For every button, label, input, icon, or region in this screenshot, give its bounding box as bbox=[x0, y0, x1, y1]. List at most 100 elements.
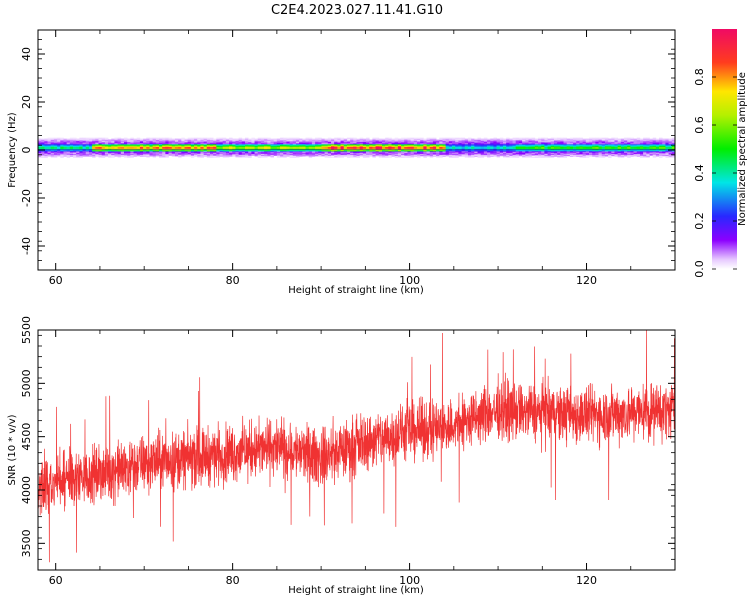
heatmap-cell bbox=[213, 144, 217, 147]
heatmap-cell bbox=[47, 143, 52, 145]
heatmap-cell bbox=[92, 144, 96, 147]
heatmap-cell bbox=[146, 140, 150, 142]
heatmap-cell bbox=[394, 140, 399, 142]
heatmap-cell bbox=[88, 155, 93, 157]
heatmap-cell bbox=[66, 140, 71, 142]
heatmap-cell bbox=[257, 139, 262, 141]
heatmap-cell bbox=[659, 138, 663, 140]
heatmap-cell bbox=[104, 150, 109, 152]
heatmap-cell bbox=[76, 143, 80, 145]
heatmap-cell bbox=[155, 153, 160, 156]
heatmap-cell bbox=[130, 155, 134, 157]
heatmap-cell bbox=[130, 145, 134, 147]
heatmap-cell bbox=[538, 152, 542, 154]
heatmap-cell bbox=[66, 153, 71, 156]
heatmap-cell bbox=[101, 153, 106, 156]
heatmap-cell bbox=[372, 140, 376, 142]
heatmap-cell bbox=[238, 148, 243, 150]
heatmap-cell bbox=[547, 139, 552, 141]
heatmap-cell bbox=[458, 145, 462, 147]
heatmap-cell bbox=[506, 147, 510, 149]
heatmap-cell bbox=[483, 141, 488, 143]
heatmap-cell bbox=[152, 150, 157, 152]
heatmap-cell bbox=[515, 152, 520, 154]
heatmap-cell bbox=[194, 143, 198, 145]
heatmap-cell bbox=[458, 144, 462, 146]
heatmap-cell bbox=[47, 145, 52, 147]
heatmap-cell bbox=[123, 147, 128, 149]
heatmap-cell bbox=[209, 149, 214, 151]
heatmap-cell bbox=[331, 151, 335, 153]
heatmap-cell bbox=[544, 155, 548, 157]
heatmap-cell bbox=[38, 155, 42, 157]
heatmap-cell bbox=[311, 144, 316, 146]
heatmap-cell bbox=[356, 153, 360, 156]
heatmap-cell bbox=[120, 152, 125, 154]
heatmap-cell bbox=[108, 153, 112, 155]
heatmap-cell bbox=[589, 140, 593, 142]
heatmap-cell bbox=[66, 146, 71, 148]
heatmap-cell bbox=[162, 144, 166, 146]
heatmap-cell bbox=[458, 153, 462, 156]
heatmap-cell bbox=[292, 141, 297, 143]
heatmap-cell bbox=[136, 144, 141, 146]
heatmap-cell bbox=[592, 153, 596, 156]
heatmap-cell bbox=[372, 149, 376, 151]
heatmap-cell bbox=[394, 144, 399, 147]
heatmap-cell bbox=[143, 142, 147, 144]
heatmap-cell bbox=[315, 140, 319, 142]
heatmap-cell bbox=[518, 146, 523, 148]
heatmap-cell bbox=[375, 143, 380, 145]
heatmap-cell bbox=[178, 150, 182, 152]
heatmap-cell bbox=[194, 154, 198, 156]
heatmap-cell bbox=[375, 145, 380, 147]
heatmap-cell bbox=[53, 156, 58, 158]
heatmap-cell bbox=[206, 146, 211, 148]
heatmap-cell bbox=[369, 142, 373, 144]
heatmap-cell bbox=[149, 145, 153, 147]
heatmap-cell bbox=[659, 144, 663, 147]
heatmap-cell bbox=[152, 154, 157, 156]
heatmap-cell bbox=[417, 154, 421, 156]
heatmap-cell bbox=[388, 146, 392, 148]
heatmap-cell bbox=[289, 153, 294, 155]
heatmap-cell bbox=[331, 138, 335, 140]
heatmap-cell bbox=[496, 156, 501, 158]
heatmap-cell bbox=[123, 144, 128, 146]
heatmap-cell bbox=[557, 151, 561, 153]
heatmap-cell bbox=[659, 144, 663, 146]
heatmap-cell bbox=[130, 138, 134, 140]
heatmap-cell bbox=[356, 144, 360, 146]
heatmap-cell bbox=[598, 150, 603, 152]
heatmap-cell bbox=[553, 141, 558, 143]
heatmap-cell bbox=[506, 138, 510, 140]
heatmap-cell bbox=[547, 154, 552, 156]
heatmap-cell bbox=[598, 151, 603, 153]
heatmap-cell bbox=[471, 156, 475, 158]
heatmap-cell bbox=[595, 152, 599, 154]
heatmap-cell bbox=[483, 152, 488, 154]
heatmap-cell bbox=[289, 152, 294, 154]
heatmap-cell bbox=[483, 143, 488, 145]
heatmap-cell bbox=[378, 146, 383, 148]
heatmap-cell bbox=[362, 144, 367, 146]
heatmap-cell bbox=[152, 143, 157, 145]
heatmap-cell bbox=[534, 149, 539, 151]
heatmap-cell bbox=[104, 142, 109, 144]
heatmap-cell bbox=[522, 154, 526, 156]
heatmap-cell bbox=[490, 143, 494, 145]
heatmap-cell bbox=[452, 138, 456, 140]
heatmap-cell bbox=[525, 144, 529, 146]
heatmap-cell bbox=[270, 155, 274, 157]
heatmap-cell bbox=[404, 154, 408, 156]
heatmap-cell bbox=[267, 152, 271, 154]
heatmap-cell bbox=[366, 143, 370, 145]
heatmap-cell bbox=[38, 138, 42, 140]
heatmap-cell bbox=[528, 151, 532, 153]
heatmap-cell bbox=[353, 143, 357, 145]
heatmap-cell bbox=[203, 145, 208, 147]
heatmap-cell bbox=[480, 154, 485, 156]
heatmap-cell bbox=[417, 140, 421, 142]
heatmap-cell bbox=[474, 146, 478, 148]
heatmap-cell bbox=[534, 146, 539, 148]
